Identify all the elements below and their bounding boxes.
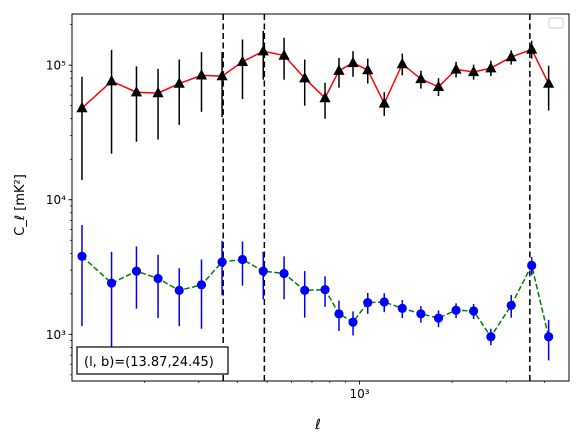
series-0 <box>76 30 555 181</box>
series-1-marker-21 <box>486 332 496 342</box>
plot-frame <box>71 13 570 382</box>
series-0-marker-5 <box>195 69 208 80</box>
series-1-marker-16 <box>397 303 407 313</box>
series-1-marker-20 <box>468 306 479 316</box>
y-tick-label-1: 10⁴ <box>46 193 66 207</box>
legend-swatch <box>548 17 564 29</box>
series-0-marker-6 <box>216 69 228 81</box>
series-0-marker-12 <box>333 64 345 75</box>
series-0-marker-16 <box>396 57 408 69</box>
series-1-marker-0 <box>77 251 87 261</box>
series-1-marker-24 <box>544 332 554 342</box>
annotation-box: (l, b)=(13.87,24.45) <box>76 346 229 375</box>
series-1-marker-12 <box>334 309 344 319</box>
series-1 <box>77 224 554 361</box>
series-0-marker-8 <box>257 44 269 56</box>
y-tick-label-0: 10³ <box>46 328 66 342</box>
series-0-marker-18 <box>432 80 445 92</box>
series-0-marker-3 <box>152 86 164 98</box>
series-1-marker-13 <box>348 317 358 327</box>
series-1-marker-14 <box>363 298 373 308</box>
series-0-marker-7 <box>236 55 249 66</box>
series-1-marker-23 <box>527 260 537 271</box>
x-axis-label: ℓ <box>314 417 321 433</box>
series-0-marker-21 <box>485 61 497 73</box>
series-0-marker-14 <box>362 63 374 75</box>
series-1-marker-2 <box>131 266 142 276</box>
series-1-marker-9 <box>279 268 289 279</box>
series-1-marker-5 <box>196 280 207 290</box>
series-1-marker-18 <box>433 313 444 323</box>
series-0-marker-22 <box>505 50 517 62</box>
series-0-marker-2 <box>130 85 143 97</box>
legend-box <box>548 17 564 29</box>
series-1-marker-4 <box>174 285 184 296</box>
series-0-marker-9 <box>278 49 290 60</box>
series-0-marker-15 <box>378 97 390 108</box>
series-1-marker-8 <box>258 266 268 276</box>
series-1-marker-1 <box>106 278 117 288</box>
series-0-marker-0 <box>76 101 88 113</box>
series-layer <box>76 30 555 361</box>
x-tick-label-0: 10³ <box>350 387 370 401</box>
series-1-marker-22 <box>506 300 516 311</box>
series-1-marker-3 <box>153 273 163 284</box>
series-1-marker-7 <box>237 254 248 265</box>
series-1-marker-19 <box>451 305 461 315</box>
series-0-marker-24 <box>543 77 555 88</box>
y-tick-label-2: 10⁵ <box>46 59 66 73</box>
series-0-marker-23 <box>526 43 538 54</box>
series-1-marker-10 <box>300 285 310 296</box>
series-0-marker-10 <box>299 72 311 83</box>
annotation-text: (l, b)=(13.87,24.45) <box>84 355 214 370</box>
series-0-marker-13 <box>347 56 359 68</box>
series-1-marker-17 <box>416 309 426 319</box>
annotation-frame <box>76 346 229 375</box>
series-0-marker-4 <box>173 77 185 88</box>
series-1-marker-6 <box>217 257 227 267</box>
y-axis-label: C_ℓ [mK²] <box>13 174 28 236</box>
axis-ticks: 10³ 10³ 10⁴ 10⁵ <box>46 24 546 401</box>
series-0-marker-19 <box>450 63 462 74</box>
series-0-marker-11 <box>319 91 331 103</box>
series-0-marker-1 <box>105 75 118 86</box>
series-0-marker-17 <box>415 72 427 84</box>
series-1-marker-15 <box>379 297 389 307</box>
series-1-marker-11 <box>320 284 330 295</box>
series-0-marker-20 <box>467 65 480 77</box>
